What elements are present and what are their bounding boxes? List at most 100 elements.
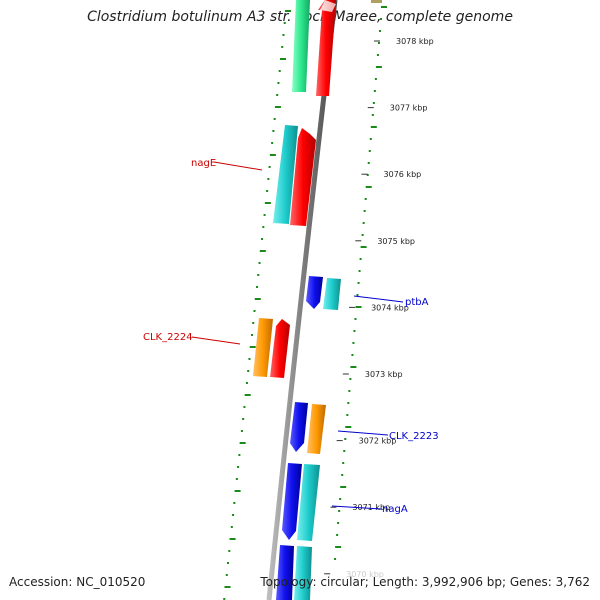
gene-blue-3	[282, 463, 302, 540]
gc-mark	[240, 430, 243, 432]
gc-mark	[347, 402, 350, 404]
gc-mark	[334, 558, 337, 560]
gc-mark	[276, 94, 279, 96]
gc-mark	[252, 322, 255, 324]
gc-mark	[227, 562, 230, 564]
gc-mark	[379, 18, 382, 20]
gc-mark	[267, 178, 270, 180]
gc-mark	[238, 454, 241, 456]
gc-mark	[247, 370, 250, 372]
gc-mark	[362, 222, 365, 224]
gc-mark	[355, 306, 362, 308]
gc-mark	[248, 358, 251, 360]
gene-blue-4	[276, 545, 294, 600]
gc-mark	[337, 522, 340, 524]
gc-mark	[361, 234, 364, 236]
gc-mark	[266, 190, 269, 192]
gc-mark	[242, 418, 245, 420]
gc-mark	[282, 34, 285, 36]
gc-mark	[374, 78, 377, 80]
gc-mark	[369, 138, 372, 140]
gc-mark	[262, 226, 265, 228]
gc-mark	[273, 118, 276, 120]
gc-mark	[368, 150, 371, 152]
gene-blue-2	[290, 402, 308, 452]
gc-mark	[279, 58, 286, 60]
gc-skew-outer-track	[334, 6, 387, 560]
gc-mark	[336, 534, 339, 536]
gc-mark	[342, 462, 345, 464]
gc-mark	[230, 526, 233, 528]
gc-mark	[269, 154, 276, 156]
tick-label: 3078 kbp	[396, 37, 434, 46]
gene-cyan-2	[323, 278, 341, 310]
gene-cyan-1	[273, 125, 298, 224]
gc-mark	[244, 394, 251, 396]
gc-mark	[234, 490, 241, 492]
gc-mark	[354, 318, 357, 320]
gc-mark	[373, 90, 376, 92]
gc-mark	[243, 406, 246, 408]
leader-CLK_2223	[337, 430, 389, 436]
gc-mark	[340, 486, 347, 488]
gc-mark	[378, 30, 381, 32]
gc-mark	[344, 438, 347, 440]
gc-mark	[278, 70, 281, 72]
gc-mark	[352, 342, 355, 344]
gc-mark	[345, 426, 352, 428]
tick-label: 3070 kbp	[346, 570, 384, 579]
gc-mark	[250, 334, 253, 336]
gc-mark	[367, 162, 370, 164]
gc-mark	[232, 514, 235, 516]
gc-mark	[254, 298, 261, 300]
gc-mark	[360, 246, 367, 248]
gc-mark	[349, 378, 352, 380]
gc-mark	[357, 282, 360, 284]
gene-green-top	[292, 0, 310, 92]
gc-mark	[264, 202, 271, 204]
gc-mark	[258, 262, 261, 264]
gc-mark	[381, 6, 387, 8]
gc-mark	[223, 598, 226, 600]
genome-summary: Topology: circular; Length: 3,992,906 bp…	[260, 575, 590, 589]
gc-mark	[356, 294, 359, 296]
gc-mark	[351, 354, 354, 356]
kbp-ticks: 3078 kbp 3077 kbp 3076 kbp 3075 kbp 3074 kbp…	[324, 37, 434, 579]
gene-label-CLK_2223: CLK_2223	[389, 431, 439, 442]
gc-mark	[339, 498, 342, 500]
gc-mark	[346, 414, 349, 416]
gc-mark	[364, 198, 367, 200]
gc-mark	[350, 366, 357, 368]
gc-mark	[261, 238, 264, 240]
gc-mark	[341, 474, 344, 476]
gc-mark	[359, 258, 362, 260]
gene-label-ptbA: ptbA	[405, 297, 429, 308]
tick-label: 3075 kbp	[377, 237, 415, 246]
leader-nagE	[213, 161, 263, 171]
gc-mark	[249, 346, 256, 348]
gc-mark	[228, 550, 231, 552]
gc-mark	[268, 166, 271, 168]
gc-mark	[366, 174, 369, 176]
gene-blue-1	[306, 276, 323, 309]
tick-label: 3073 kbp	[365, 370, 403, 379]
gc-mark	[235, 478, 238, 480]
gc-mark	[338, 510, 341, 512]
tick-label: 3074 kbp	[371, 303, 409, 312]
gc-content-inner-track	[223, 10, 291, 600]
tick-label: 3071 kbp	[352, 503, 390, 512]
gc-mark	[263, 214, 266, 216]
gc-mark	[372, 102, 375, 104]
gc-mark	[281, 46, 284, 48]
gc-mark	[274, 106, 281, 108]
gene-cyan-4	[294, 546, 312, 600]
gc-mark	[224, 586, 231, 588]
gc-mark	[348, 390, 351, 392]
gene-red-2	[270, 319, 290, 378]
gene-red-1	[290, 128, 316, 226]
gc-mark	[335, 546, 342, 548]
gc-mark	[283, 22, 286, 24]
gene-orange-2	[307, 404, 326, 454]
gene-cyan-3	[297, 464, 320, 541]
